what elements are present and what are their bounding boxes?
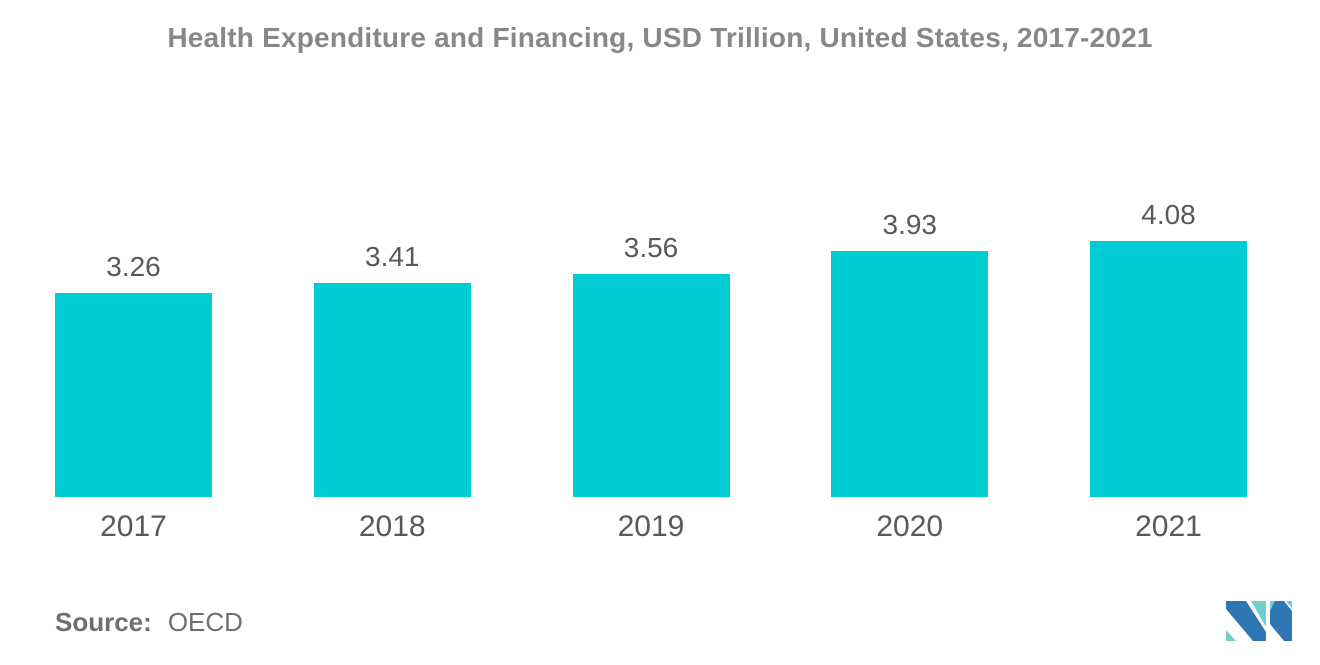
x-axis-tick-label: 2018	[358, 510, 426, 543]
logo-teal-top-right-corner	[1286, 601, 1292, 608]
logo-blue-right-diagonal-bar	[1270, 601, 1292, 641]
x-axis-tick-label: 2019	[617, 510, 685, 543]
bar-column-2021: 4.08 2021	[1090, 201, 1247, 543]
bar-column-2018: 3.41 2018	[313, 241, 471, 543]
bar-value-label: 3.26	[106, 251, 161, 282]
bar	[55, 293, 212, 497]
x-axis-tick-label: 2020	[876, 510, 944, 543]
bar	[831, 251, 989, 497]
source-line: Source: OECD	[55, 607, 243, 638]
x-axis-tick-label: 2017	[100, 510, 167, 543]
x-axis-tick-label: 2021	[1135, 510, 1202, 543]
bar-value-label: 3.56	[623, 232, 679, 263]
source-label: Source:	[55, 607, 152, 637]
logo-teal-bottom-left-triangle	[1226, 630, 1236, 641]
chart-title: Health Expenditure and Financing, USD Tr…	[167, 22, 1153, 53]
logo-blue-left-diagonal	[1226, 601, 1266, 641]
bar	[1090, 241, 1247, 497]
source-value: OECD	[167, 607, 243, 637]
mordor-intelligence-logo	[1226, 601, 1292, 641]
bar	[313, 283, 471, 497]
bar-column-2019: 3.56 2019	[572, 232, 730, 543]
bar-value-label: 3.41	[365, 241, 420, 272]
logo-teal-top-right-triangle-left-tile	[1251, 601, 1266, 627]
bar-value-label: 3.93	[882, 209, 938, 240]
bar-column-2020: 3.93 2020	[831, 209, 989, 543]
bar	[572, 274, 730, 497]
bar-column-2017: 3.26 2017	[55, 253, 212, 543]
bar-value-label: 4.08	[1141, 199, 1196, 230]
bar-chart: 3.26 2017 3.41 2018 3.56 2019 3.93 2020 …	[55, 201, 1247, 543]
